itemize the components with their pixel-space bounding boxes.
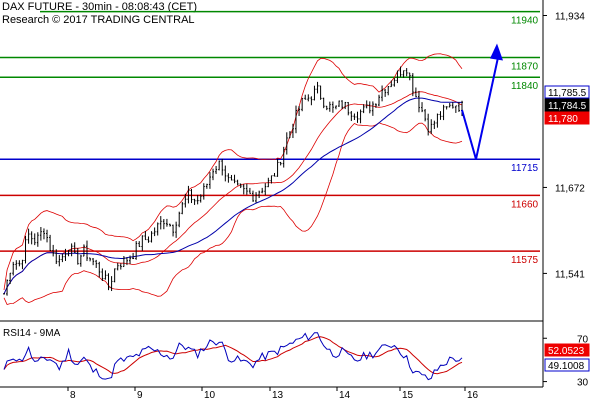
level-label-11840: 11840	[511, 81, 539, 92]
chart-header-copyright: Research © 2017 TRADING CENTRAL	[2, 14, 195, 26]
rsi-ma-line	[3, 336, 463, 375]
x-tick-label: 14	[339, 390, 351, 400]
rsi-y-tick-label: 30	[577, 378, 589, 389]
rsi-box-blue	[544, 358, 590, 372]
rsi-box-label: 49.1008	[548, 361, 585, 372]
rsi-title: RSI14 - 9MA	[3, 328, 61, 339]
x-tick-label: 9	[137, 390, 143, 400]
bollinger-upper	[3, 53, 463, 290]
x-tick-label: 13	[272, 390, 284, 400]
moving-average	[3, 97, 462, 295]
price-box-label: 11,784.5	[548, 101, 587, 112]
price-box-red	[544, 111, 590, 125]
y-tick-label: 11,934	[555, 12, 585, 23]
forecast-path	[461, 57, 499, 160]
x-tick-label: 10	[204, 390, 216, 400]
level-label-11940: 11940	[511, 16, 539, 27]
y-tick-label: 11,672	[555, 183, 585, 194]
x-tick-label: 16	[467, 390, 479, 400]
price-box-black	[544, 98, 590, 112]
price-box-label: 11,785.5	[548, 88, 587, 99]
rsi-box-red	[544, 343, 590, 357]
bollinger-lower	[3, 122, 463, 305]
price-box-label: 11,780	[548, 114, 578, 125]
y-tick-label: 11,541	[555, 269, 585, 280]
x-tick-label: 8	[70, 390, 76, 400]
price-box-blue	[544, 85, 590, 99]
forecast-arrowhead	[490, 43, 503, 61]
rsi-y-tick-label: 70	[577, 334, 589, 345]
rsi-box-label: 52.0523	[548, 346, 585, 357]
bollinger-mid	[3, 91, 463, 295]
x-tick-label: 15	[402, 390, 414, 400]
rsi-line	[3, 332, 463, 381]
level-label-11715: 11715	[511, 163, 539, 174]
chart-header-symbol: DAX FUTURE - 30min - 08:08:43 (CET)	[2, 1, 197, 13]
level-label-11660: 11660	[511, 199, 539, 210]
level-label-11575: 11575	[511, 255, 539, 266]
level-label-11870: 11870	[511, 62, 539, 73]
